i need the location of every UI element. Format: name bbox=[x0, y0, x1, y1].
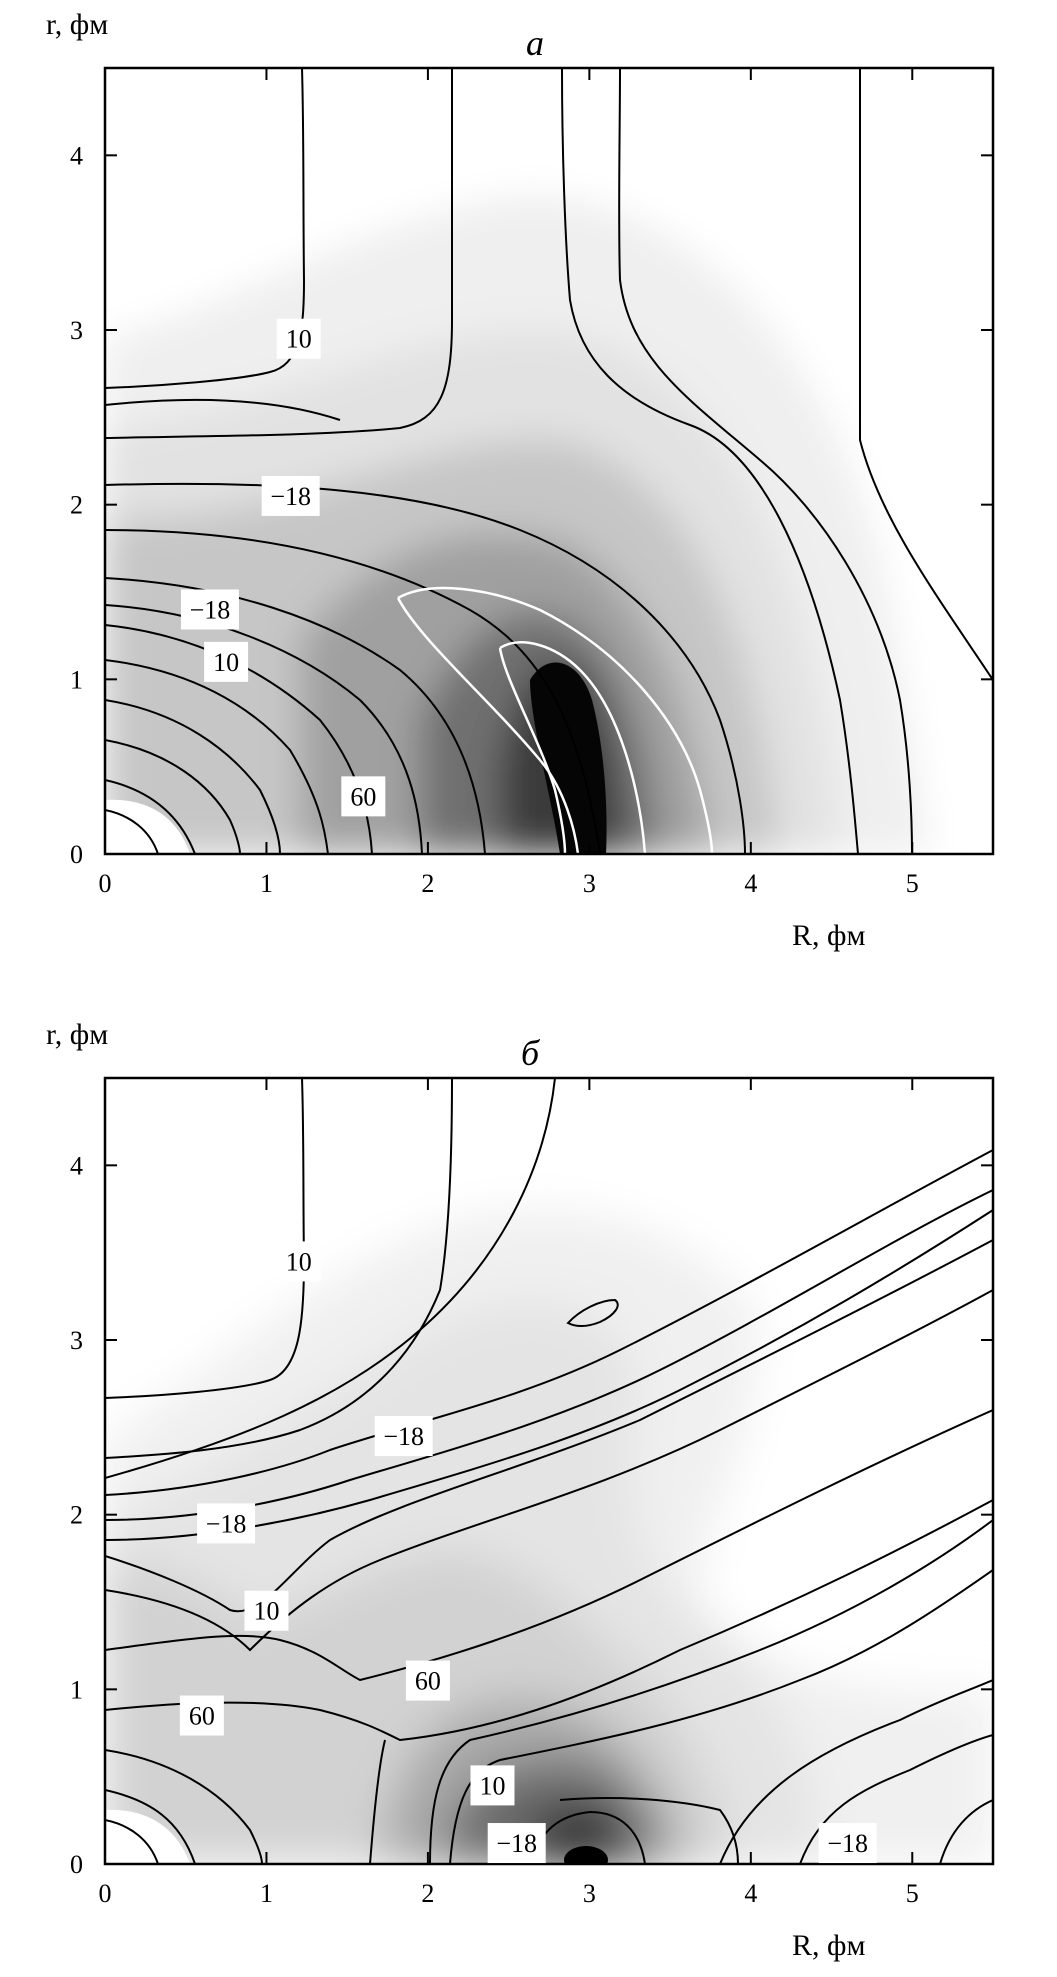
panel-a-contour-label: 60 bbox=[341, 776, 386, 817]
panel-a: 0 1 2 3 4 5 0 1 2 3 4 10 −18 −18 10 60 а r, фм R, фм bbox=[46, 8, 995, 952]
panel-a-y-tick-label: 4 bbox=[70, 141, 83, 170]
svg-text:10: 10 bbox=[213, 648, 239, 677]
panel-a-frame bbox=[103, 66, 995, 856]
panel-b-x-axis-label: R, фм bbox=[792, 1929, 865, 1962]
panel-b-contour-label: −18 bbox=[374, 1416, 433, 1457]
panel-b-contour-label: −18 bbox=[818, 1823, 877, 1864]
panel-a-shading bbox=[105, 68, 993, 854]
panel-b-axes: 0 1 2 3 4 5 0 1 2 3 4 bbox=[70, 1078, 993, 1908]
panel-b-y-tick-label: 3 bbox=[70, 1326, 83, 1355]
svg-text:60: 60 bbox=[189, 1702, 215, 1731]
panel-b-contour-label: 10 bbox=[276, 1241, 321, 1282]
panel-a-y-axis-label: r, фм bbox=[46, 8, 108, 41]
panel-b-y-tick-label: 2 bbox=[70, 1501, 83, 1530]
panel-b-contour-label: −18 bbox=[487, 1823, 546, 1864]
panel-b-y-axis-label: r, фм bbox=[46, 1018, 108, 1051]
panel-a-x-tick-label: 2 bbox=[421, 869, 434, 898]
panel-a-y-tick-label: 2 bbox=[70, 491, 83, 520]
svg-text:−18: −18 bbox=[190, 595, 231, 624]
panel-b-contour-label: 10 bbox=[244, 1590, 289, 1631]
panel-b-x-tick-label: 0 bbox=[99, 1879, 112, 1908]
panel-a-x-tick-label: 3 bbox=[583, 869, 596, 898]
panel-b-x-tick-label: 4 bbox=[744, 1879, 757, 1908]
panel-a-axes: 0 1 2 3 4 5 0 1 2 3 4 bbox=[70, 68, 993, 898]
panel-a-contour-labels: 10 −18 −18 10 60 bbox=[180, 318, 386, 817]
panel-a-x-axis-label: R, фм bbox=[792, 919, 865, 952]
panel-a-contour-label: 10 bbox=[204, 641, 249, 682]
svg-text:−18: −18 bbox=[383, 1422, 424, 1451]
panel-a-x-tick-label: 5 bbox=[906, 869, 919, 898]
svg-text:60: 60 bbox=[350, 782, 376, 811]
panel-b-contour-label: 60 bbox=[405, 1660, 450, 1701]
panel-b-contour-label: 10 bbox=[470, 1765, 515, 1806]
svg-text:60: 60 bbox=[415, 1667, 441, 1696]
panel-a-contour-label: −18 bbox=[180, 589, 239, 630]
panel-b-y-tick-label: 0 bbox=[70, 1850, 83, 1879]
panel-b-contour-label: 60 bbox=[179, 1695, 224, 1736]
panel-b: 0 1 2 3 4 5 0 1 2 3 4 10 −18 −18 10 60 60 10 −18 −18 б r, … bbox=[46, 1018, 995, 1962]
panel-a-x-tick-label: 1 bbox=[260, 869, 273, 898]
panel-a-x-tick-label: 0 bbox=[99, 869, 112, 898]
svg-text:−18: −18 bbox=[827, 1829, 868, 1858]
panel-a-contour-label: −18 bbox=[261, 475, 320, 516]
panel-b-x-tick-label: 5 bbox=[906, 1879, 919, 1908]
panel-a-title: а bbox=[526, 23, 544, 63]
svg-text:10: 10 bbox=[479, 1771, 505, 1800]
svg-text:10: 10 bbox=[286, 1247, 312, 1276]
panel-a-x-tick-label: 4 bbox=[744, 869, 757, 898]
panel-b-y-tick-label: 1 bbox=[70, 1675, 83, 1704]
panel-a-y-tick-label: 3 bbox=[70, 316, 83, 345]
panel-a-contour-label: 10 bbox=[276, 318, 321, 359]
svg-text:10: 10 bbox=[253, 1597, 279, 1626]
svg-text:−18: −18 bbox=[270, 482, 311, 511]
panel-b-y-tick-label: 4 bbox=[70, 1151, 83, 1180]
panel-a-y-tick-label: 1 bbox=[70, 665, 83, 694]
panel-a-white-contours bbox=[396, 586, 714, 854]
panel-b-title: б bbox=[521, 1033, 541, 1073]
panel-b-contour-label: −18 bbox=[197, 1503, 256, 1544]
panel-a-y-tick-label: 0 bbox=[70, 840, 83, 869]
svg-text:10: 10 bbox=[286, 325, 312, 354]
panel-b-shading bbox=[105, 1078, 993, 1864]
svg-text:−18: −18 bbox=[496, 1829, 537, 1858]
panel-b-x-tick-label: 2 bbox=[421, 1879, 434, 1908]
panel-b-frame bbox=[103, 1076, 995, 1866]
panel-b-x-tick-label: 3 bbox=[583, 1879, 596, 1908]
panel-b-contour-labels: 10 −18 −18 10 60 60 10 −18 −18 bbox=[179, 1241, 877, 1864]
panel-b-x-tick-label: 1 bbox=[260, 1879, 273, 1908]
svg-text:−18: −18 bbox=[206, 1509, 247, 1538]
